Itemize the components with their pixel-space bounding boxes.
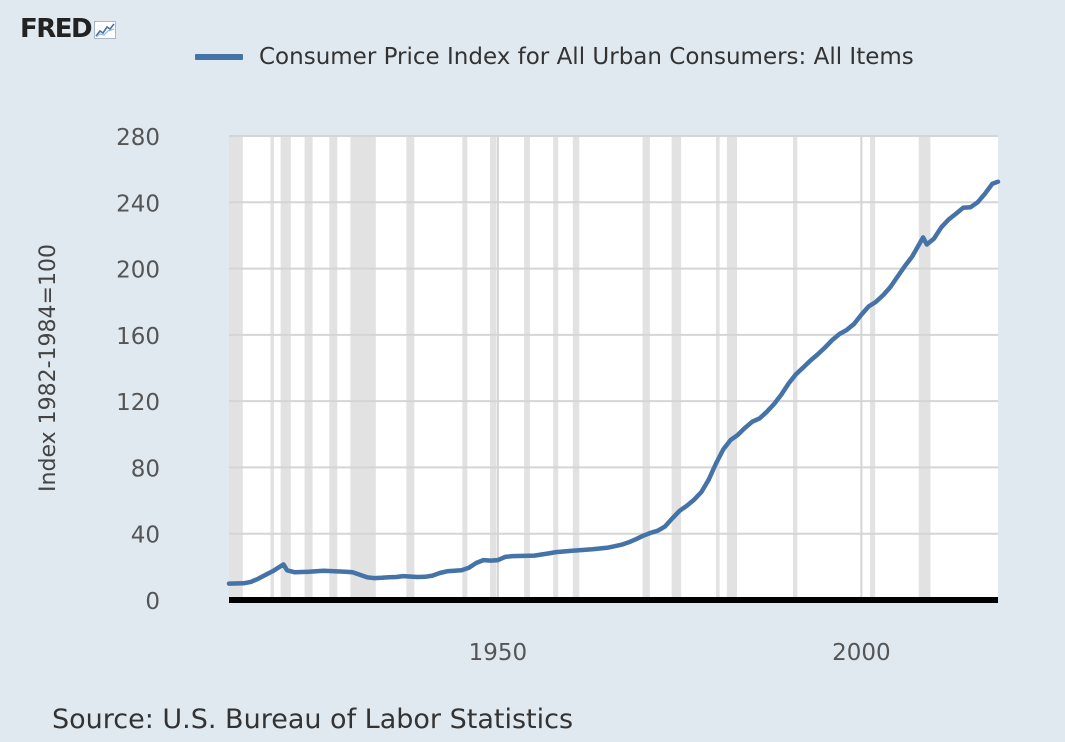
legend-label: Consumer Price Index for All Urban Consu… — [259, 44, 914, 70]
chart-legend: Consumer Price Index for All Urban Consu… — [195, 44, 914, 70]
cpi-series-line — [226, 179, 1001, 586]
source-note: Source: U.S. Bureau of Labor Statistics — [52, 704, 574, 735]
y-tick-label: 160 — [116, 324, 160, 350]
recession-band — [918, 136, 931, 600]
recession-band — [870, 136, 876, 600]
recession-band — [462, 136, 468, 600]
recession-band — [793, 136, 798, 600]
recession-band — [304, 136, 313, 600]
recession-band — [280, 136, 291, 600]
recession-band — [406, 136, 415, 600]
recession-band — [553, 136, 559, 600]
recession-band — [229, 136, 243, 600]
recession-band — [572, 136, 580, 600]
x-tick-label: 2000 — [832, 640, 891, 666]
legend-swatch — [195, 54, 243, 60]
y-tick-label: 240 — [116, 191, 160, 217]
y-tick-label: 80 — [131, 456, 160, 482]
recession-band — [642, 136, 650, 600]
recession-band — [329, 136, 338, 600]
plot-area — [229, 136, 998, 600]
line-chart-icon — [94, 21, 117, 39]
y-tick-label: 0 — [145, 589, 160, 615]
recession-band — [489, 136, 497, 600]
recession-band — [726, 136, 738, 600]
y-axis-label: Index 1982-1984=100 — [36, 244, 61, 492]
fred-logo: FRED — [20, 14, 117, 44]
y-tick-label: 120 — [116, 390, 160, 416]
fred-logo-text: FRED — [20, 14, 93, 44]
y-tick-label: 200 — [116, 258, 160, 284]
recession-band — [671, 136, 682, 600]
y-tick-label: 280 — [116, 125, 160, 151]
recession-band — [524, 136, 530, 600]
x-tick-label: 1950 — [469, 640, 528, 666]
y-tick-label: 40 — [131, 523, 160, 549]
recession-band — [270, 136, 275, 600]
recession-band — [350, 136, 376, 600]
recession-band — [715, 136, 720, 600]
